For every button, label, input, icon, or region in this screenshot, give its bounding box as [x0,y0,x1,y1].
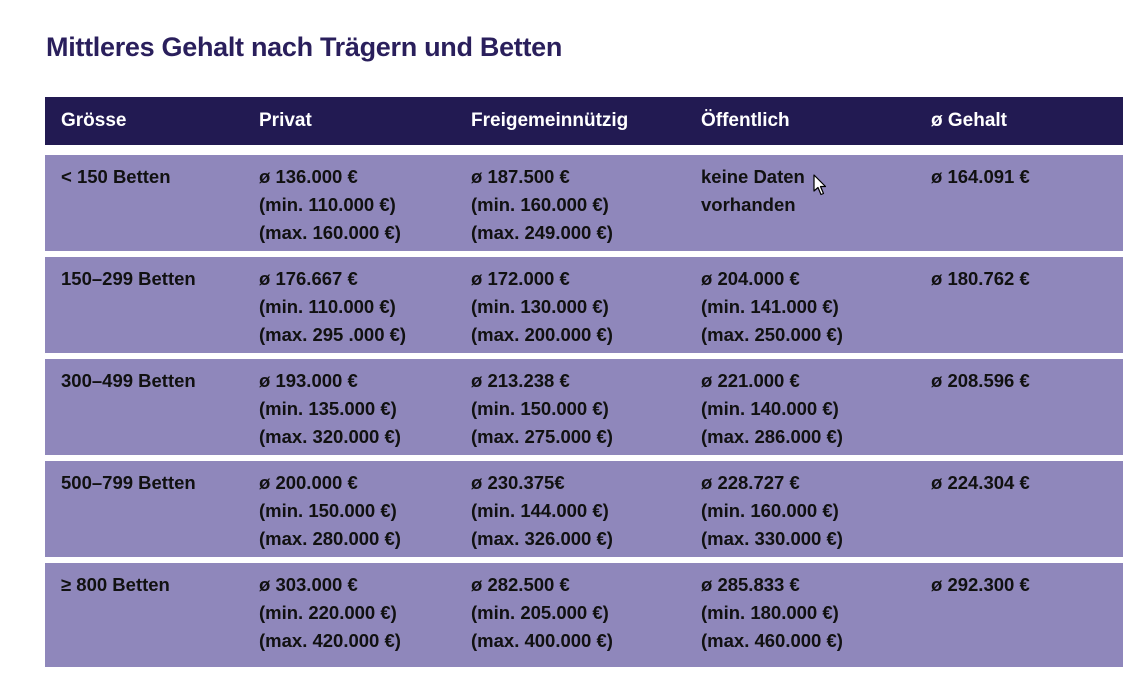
oeff-line-1: keine Daten [701,166,805,187]
header-freigemeinnuetzig: Freigemeinnützig [471,110,629,131]
oeff-line-2: vorhanden [701,194,796,215]
oeff-min: (min. 160.000 €) [701,500,839,521]
size-label: ≥ 800 Betten [61,574,170,595]
oeff-cell: ø 204.000 € (min. 141.000 €) (max. 250.0… [701,257,931,349]
table-row: 500–799 Betten ø 200.000 € (min. 150.000… [45,461,1123,557]
size-cell: 300–499 Betten [45,359,259,395]
privat-cell: ø 200.000 € (min. 150.000 €) (max. 280.0… [259,461,471,553]
privat-max: (max. 295 .000 €) [259,324,407,345]
frei-avg: ø 213.238 € [471,370,570,391]
frei-max: (max. 275.000 €) [471,426,613,447]
size-label: < 150 Betten [61,166,171,187]
frei-avg: ø 282.500 € [471,574,570,595]
header-gehalt: ø Gehalt [931,110,1008,131]
privat-avg: ø 303.000 € [259,574,358,595]
privat-max: (max. 420.000 €) [259,630,401,651]
frei-min: (min. 160.000 €) [471,194,609,215]
avg-cell: ø 224.304 € [931,461,1123,497]
privat-min: (min. 110.000 €) [259,194,396,215]
table-row: ≥ 800 Betten ø 303.000 € (min. 220.000 €… [45,563,1123,667]
privat-max: (max. 320.000 €) [259,426,401,447]
oeff-min: (min. 180.000 €) [701,602,839,623]
privat-max: (max. 280.000 €) [259,528,401,549]
privat-cell: ø 176.667 € (min. 110.000 €) (max. 295 .… [259,257,471,349]
size-cell: ≥ 800 Betten [45,563,259,599]
mouse-pointer-icon [813,174,827,196]
avg-value: ø 224.304 € [931,472,1030,493]
oeff-avg: ø 204.000 € [701,268,800,289]
privat-min: (min. 220.000 €) [259,602,397,623]
header-groesse: Grösse [61,110,127,131]
size-label: 300–499 Betten [61,370,196,391]
salary-table: Grösse Privat Freigemeinnützig Öffentlic… [45,97,1123,667]
privat-min: (min. 110.000 €) [259,296,396,317]
table-row: 150–299 Betten ø 176.667 € (min. 110.000… [45,257,1123,353]
oeff-min: (min. 141.000 €) [701,296,839,317]
frei-max: (max. 326.000 €) [471,528,613,549]
header-oeffentlich: Öffentlich [701,110,790,131]
avg-cell: ø 208.596 € [931,359,1123,395]
privat-avg: ø 200.000 € [259,472,358,493]
avg-value: ø 208.596 € [931,370,1030,391]
size-label: 150–299 Betten [61,268,196,289]
frei-max: (max. 249.000 €) [471,222,613,243]
privat-cell: ø 303.000 € (min. 220.000 €) (max. 420.0… [259,563,471,655]
oeff-avg: ø 285.833 € [701,574,800,595]
avg-value: ø 164.091 € [931,166,1030,187]
frei-cell: ø 187.500 € (min. 160.000 €) (max. 249.0… [471,155,701,247]
size-cell: 150–299 Betten [45,257,259,293]
frei-max: (max. 400.000 €) [471,630,613,651]
frei-min: (min. 205.000 €) [471,602,609,623]
oeff-max: (max. 286.000 €) [701,426,843,447]
privat-avg: ø 176.667 € [259,268,358,289]
oeff-cell: keine Daten vorhanden [701,155,931,219]
frei-min: (min. 130.000 €) [471,296,609,317]
oeff-max: (max. 330.000 €) [701,528,843,549]
oeff-avg: ø 228.727 € [701,472,800,493]
privat-avg: ø 193.000 € [259,370,358,391]
frei-cell: ø 230.375€ (min. 144.000 €) (max. 326.00… [471,461,701,553]
size-label: 500–799 Betten [61,472,196,493]
oeff-max: (max. 250.000 €) [701,324,843,345]
frei-max: (max. 200.000 €) [471,324,613,345]
avg-cell: ø 164.091 € [931,155,1123,191]
avg-cell: ø 180.762 € [931,257,1123,293]
frei-avg: ø 230.375€ [471,472,565,493]
frei-cell: ø 282.500 € (min. 205.000 €) (max. 400.0… [471,563,701,655]
oeff-cell: ø 228.727 € (min. 160.000 €) (max. 330.0… [701,461,931,553]
size-cell: 500–799 Betten [45,461,259,497]
avg-value: ø 292.300 € [931,574,1030,595]
privat-min: (min. 135.000 €) [259,398,397,419]
size-cell: < 150 Betten [45,155,259,191]
oeff-min: (min. 140.000 €) [701,398,839,419]
oeff-cell: ø 285.833 € (min. 180.000 €) (max. 460.0… [701,563,931,655]
frei-min: (min. 144.000 €) [471,500,609,521]
oeff-avg: ø 221.000 € [701,370,800,391]
privat-cell: ø 193.000 € (min. 135.000 €) (max. 320.0… [259,359,471,451]
frei-avg: ø 172.000 € [471,268,570,289]
oeff-cell: ø 221.000 € (min. 140.000 €) (max. 286.0… [701,359,931,451]
avg-cell: ø 292.300 € [931,563,1123,599]
privat-max: (max. 160.000 €) [259,222,401,243]
frei-min: (min. 150.000 €) [471,398,609,419]
avg-value: ø 180.762 € [931,268,1030,289]
table-row: 300–499 Betten ø 193.000 € (min. 135.000… [45,359,1123,455]
page-title: Mittleres Gehalt nach Trägern und Betten [46,32,563,62]
table-header: Grösse Privat Freigemeinnützig Öffentlic… [45,97,1123,145]
privat-avg: ø 136.000 € [259,166,358,187]
frei-cell: ø 172.000 € (min. 130.000 €) (max. 200.0… [471,257,701,349]
frei-cell: ø 213.238 € (min. 150.000 €) (max. 275.0… [471,359,701,451]
privat-min: (min. 150.000 €) [259,500,397,521]
table-row: < 150 Betten ø 136.000 € (min. 110.000 €… [45,155,1123,251]
privat-cell: ø 136.000 € (min. 110.000 €) (max. 160.0… [259,155,471,247]
header-privat: Privat [259,110,312,131]
oeff-max: (max. 460.000 €) [701,630,843,651]
frei-avg: ø 187.500 € [471,166,570,187]
